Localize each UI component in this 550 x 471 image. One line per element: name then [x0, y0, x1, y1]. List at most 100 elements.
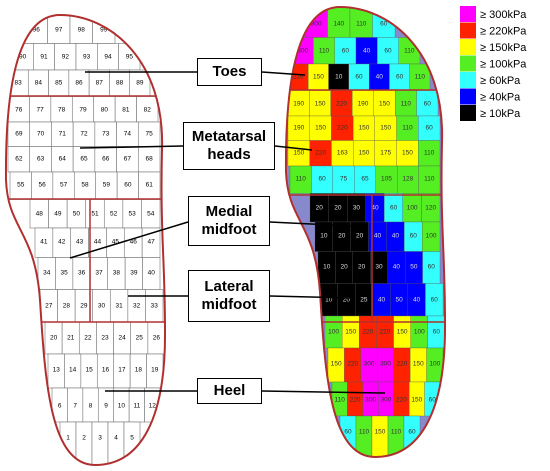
- cell-number: 95: [126, 54, 134, 61]
- pressure-value: 150: [359, 150, 370, 157]
- cell-number: 57: [60, 182, 68, 189]
- cell-number: 99: [100, 27, 108, 34]
- pressure-value: 40: [374, 233, 382, 240]
- pressure-value: 10: [325, 297, 333, 304]
- cell-number: 86: [75, 80, 83, 87]
- cell-number: 30: [98, 303, 106, 310]
- label-box: Lateral midfoot: [188, 270, 270, 322]
- pressure-value: 20: [358, 264, 366, 271]
- cell-number: 52: [110, 211, 118, 218]
- pressure-insole: 300 140 110 60 300 110 60 40 60 110 220 150 10 60 40 60…: [285, 7, 446, 457]
- cell-number: 60: [124, 182, 132, 189]
- cell-number: 92: [62, 54, 70, 61]
- cell-number: 65: [80, 156, 88, 163]
- cell-number: 6: [58, 403, 62, 410]
- cell-number: 27: [45, 303, 53, 310]
- cell-number: 80: [101, 107, 109, 114]
- pressure-value: 220: [337, 125, 348, 132]
- pressure-value: 20: [343, 297, 351, 304]
- pressure-value: 220: [293, 74, 304, 81]
- cell-number: 1: [66, 435, 70, 442]
- cell-number: 54: [147, 211, 155, 218]
- cell-number: 39: [130, 270, 138, 277]
- pressure-value: 40: [393, 264, 401, 271]
- grid-cell: [59, 421, 77, 465]
- pressure-value: 110: [296, 176, 307, 183]
- pressure-cell: [387, 415, 405, 457]
- connectors: [69, 71, 386, 394]
- pressure-value: 60: [396, 74, 404, 81]
- pressure-value: 25: [360, 297, 368, 304]
- pressure-value: 100: [426, 233, 437, 240]
- pressure-value: 150: [411, 397, 422, 404]
- pressure-value: 300: [381, 397, 392, 404]
- pressure-value: 300: [364, 361, 375, 368]
- cell-number: 14: [69, 367, 77, 374]
- label-box: Toes: [197, 58, 262, 86]
- cell-number: 35: [61, 270, 69, 277]
- cell-number: 25: [136, 335, 144, 342]
- cell-number: 49: [54, 211, 62, 218]
- pressure-value: 10: [323, 264, 331, 271]
- pressure-value: 110: [319, 48, 330, 55]
- cell-number: 11: [133, 403, 140, 410]
- cell-number: 67: [124, 156, 132, 163]
- cell-number: 38: [113, 270, 121, 277]
- pressure-value: 190: [293, 125, 304, 132]
- cell-number: 85: [55, 80, 63, 87]
- cell-number: 79: [79, 107, 87, 114]
- cell-number: 48: [36, 211, 44, 218]
- pressure-value: 150: [375, 429, 386, 436]
- pressure-value: 220: [380, 329, 391, 336]
- insole-outline: [4, 13, 167, 467]
- pressure-value: 150: [380, 125, 391, 132]
- pressure-value: 110: [401, 101, 412, 108]
- cell-number: 97: [55, 27, 63, 34]
- cell-number: 70: [37, 131, 45, 138]
- legend-label: ≥ 40kPa: [480, 92, 521, 104]
- pressure-value: 110: [356, 21, 367, 28]
- pressure-value: 220: [350, 397, 361, 404]
- cell-number: 42: [58, 239, 66, 246]
- label-box: Medial midfoot: [188, 196, 270, 246]
- cell-number: 29: [80, 303, 88, 310]
- cell-number: 33: [151, 303, 159, 310]
- cell-number: 43: [76, 239, 84, 246]
- pressure-value: 175: [380, 150, 391, 157]
- label-box: Heel: [197, 378, 262, 404]
- pressure-cell: [403, 415, 421, 457]
- cell-number: 7: [73, 403, 77, 410]
- insole-outline: [284, 5, 447, 459]
- pressure-value: 150: [379, 101, 390, 108]
- cell-number: 69: [15, 131, 23, 138]
- cell-number: 24: [119, 335, 127, 342]
- legend-label: ≥ 10kPa: [480, 108, 521, 120]
- pressure-value: 110: [415, 74, 426, 81]
- cell-number: 32: [133, 303, 141, 310]
- cell-number: 2: [82, 435, 86, 442]
- cell-number: 17: [118, 367, 126, 374]
- cell-number: 8: [89, 403, 93, 410]
- legend-label: ≥ 220kPa: [480, 26, 527, 38]
- cell-number: 94: [104, 54, 112, 61]
- cell-number: 47: [147, 239, 155, 246]
- cell-number: 74: [124, 131, 132, 138]
- pressure-value: 120: [425, 205, 436, 212]
- pressure-value: 20: [334, 205, 342, 212]
- cell-number: 72: [80, 131, 88, 138]
- cell-number: 36: [78, 270, 86, 277]
- cell-number: 22: [84, 335, 92, 342]
- pressure-value: 40: [413, 297, 421, 304]
- pressure-value: 40: [378, 297, 386, 304]
- pressure-value: 60: [424, 101, 432, 108]
- cell-number: 20: [50, 335, 58, 342]
- cell-number: 26: [153, 335, 161, 342]
- pressure-value: 60: [390, 205, 398, 212]
- pressure-value: 150: [313, 74, 324, 81]
- pressure-value: 60: [344, 429, 352, 436]
- cell-number: 3: [98, 435, 102, 442]
- cell-number: 77: [37, 107, 45, 114]
- cell-number: 71: [59, 131, 67, 138]
- pressure-value: 20: [356, 233, 364, 240]
